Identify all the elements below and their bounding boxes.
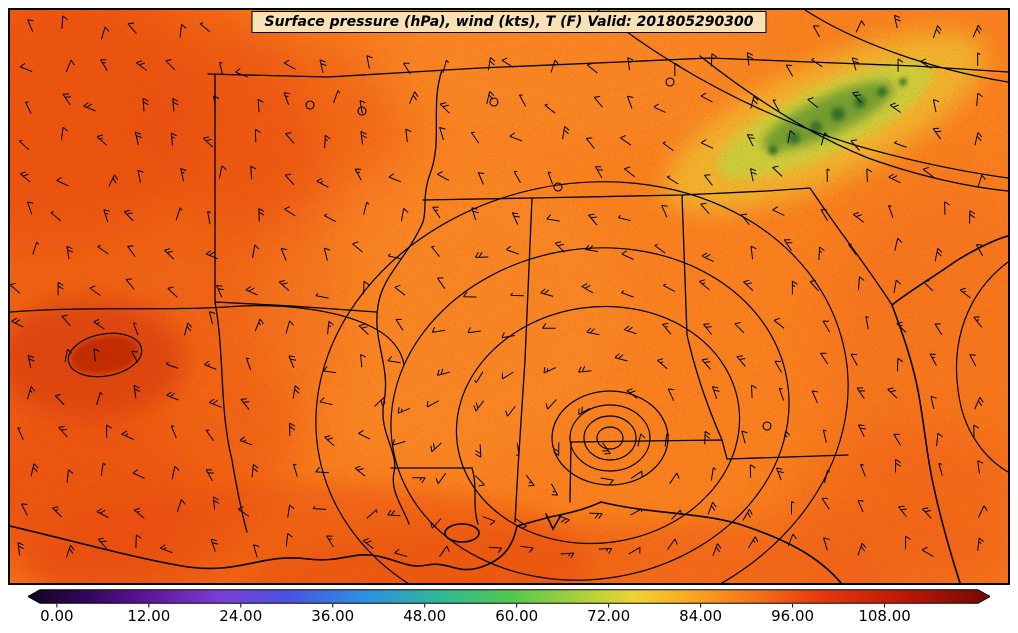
colorbar-tick-label: 108.00 <box>858 607 911 625</box>
colorbar-tick-label: 24.00 <box>219 607 263 625</box>
colorbar-tick-label: 0.00 <box>40 607 74 625</box>
colorbar-gradient <box>26 589 992 608</box>
map-title: Surface pressure (hPa), wind (kts), T (F… <box>251 11 767 33</box>
colorbar <box>26 589 992 609</box>
colorbar-labels: 0.00 12.00 24.00 36.00 48.00 60.00 72.00 84.00 9… <box>28 607 990 629</box>
map-canvas <box>10 10 1008 583</box>
colorbar-tick-label: 96.00 <box>771 607 815 625</box>
colorbar-tick-label: 48.00 <box>403 607 447 625</box>
map-area: Surface pressure (hPa), wind (kts), T (F… <box>8 8 1010 585</box>
colorbar-tick-label: 72.00 <box>587 607 631 625</box>
station-circles <box>305 77 772 431</box>
field-grain-texture <box>10 10 1008 583</box>
colorbar-tick-label: 12.00 <box>127 607 171 625</box>
colorbar-tick-label: 36.00 <box>311 607 355 625</box>
colorbar-bar <box>26 589 992 604</box>
wind-barbs <box>10 14 988 559</box>
colorbar-tick-label: 84.00 <box>679 607 723 625</box>
pressure-contours <box>10 10 1008 583</box>
colorbar-tick-label: 60.00 <box>495 607 539 625</box>
state-borders <box>207 55 1008 533</box>
